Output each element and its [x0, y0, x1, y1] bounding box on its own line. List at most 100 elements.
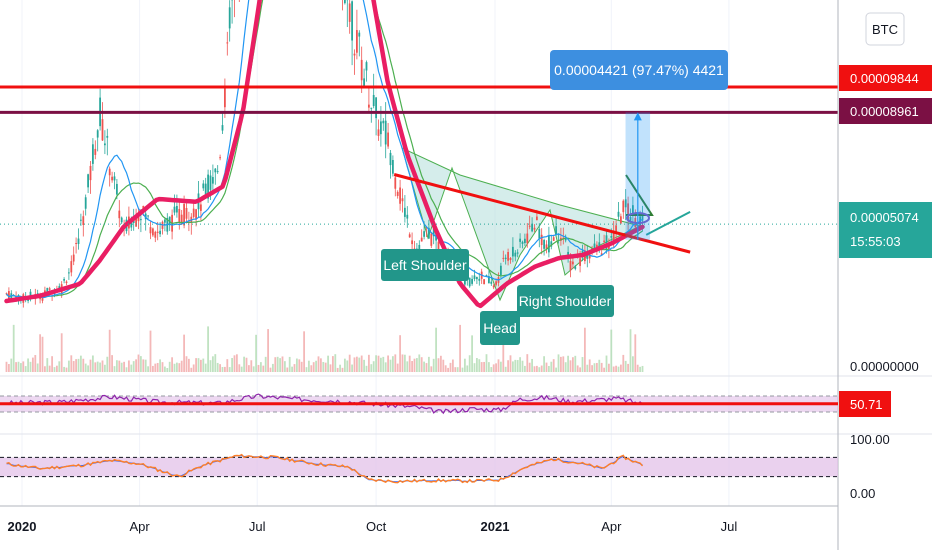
ma-fast-blue-line: [6, 0, 643, 299]
candle-body: [363, 78, 365, 87]
volume-bar: [240, 366, 243, 372]
volume-bar: [235, 354, 238, 372]
volume-bar: [190, 367, 193, 372]
volume-bar: [379, 357, 382, 372]
volume-bar: [391, 356, 394, 372]
candle-body: [65, 281, 68, 283]
candle-body: [499, 265, 502, 276]
candle-body: [370, 107, 373, 109]
candle-body: [516, 252, 519, 254]
candle-body: [365, 62, 368, 71]
volume-bar: [55, 365, 58, 372]
candle-body: [394, 177, 397, 189]
volume-bar: [514, 359, 517, 372]
measure-label-box[interactable]: 0.00004421 (97.47%) 4421: [550, 50, 728, 90]
volume-bar: [451, 359, 454, 372]
volume-bar: [99, 362, 101, 372]
volume-bar: [399, 335, 401, 372]
candle-body: [144, 213, 147, 220]
candle-body: [175, 205, 178, 213]
volume-bar: [293, 364, 296, 372]
candle-body: [106, 135, 109, 138]
annotation-left-shoulder[interactable]: Left Shoulder: [381, 249, 469, 281]
volume-bar: [473, 363, 476, 372]
volume-bar: [19, 363, 22, 372]
volume-bar: [108, 329, 111, 372]
volume-bar: [353, 357, 356, 372]
price-tag-countdown-text: 15:55:03: [850, 234, 901, 249]
rising-trendline[interactable]: [645, 210, 691, 236]
price-tag-current: 0.00005074 15:55:03: [839, 202, 932, 258]
volume-bar: [257, 364, 260, 372]
candle-body: [543, 239, 545, 249]
volume-bar: [130, 364, 133, 372]
volume-bar: [552, 359, 555, 372]
volume-bar: [106, 356, 109, 372]
volume-bar: [610, 329, 613, 372]
measure-label-text: 0.00004421 (97.47%) 4421: [554, 62, 724, 78]
volume-bar: [502, 335, 505, 372]
volume-bar: [315, 360, 317, 372]
volume-bar: [382, 356, 385, 372]
candle-body: [358, 32, 361, 37]
volume-bar: [219, 364, 221, 372]
candle-body: [384, 120, 387, 145]
candle-body: [471, 278, 473, 284]
candle-body: [387, 132, 389, 147]
price-axis[interactable]: BTC 0.00009844 0.00008961 0.00005074 15:…: [839, 12, 932, 501]
annotation-head[interactable]: Head: [480, 311, 520, 345]
volume-bar: [137, 354, 140, 372]
symbol-badge[interactable]: BTC: [865, 12, 905, 46]
candle-body: [391, 160, 394, 174]
volume-bar: [233, 355, 236, 372]
volume-bar: [281, 356, 284, 372]
volume-bar: [168, 361, 171, 372]
candle-body: [377, 129, 380, 136]
volume-bar: [411, 361, 413, 372]
candle-body: [403, 207, 406, 217]
volume-bar: [77, 358, 80, 372]
stochastic-pane[interactable]: [0, 453, 838, 484]
volume-bar: [101, 360, 104, 372]
candle-body: [504, 257, 507, 260]
candle-body: [401, 198, 404, 202]
wedge-lines[interactable]: [625, 174, 654, 216]
candle-body: [610, 236, 613, 238]
rsi-pane[interactable]: [0, 393, 838, 415]
candle-body: [216, 171, 219, 173]
candle-body: [375, 97, 377, 119]
volume-bar: [617, 366, 620, 372]
volume-bar: [202, 358, 205, 372]
volume-bar: [358, 357, 361, 372]
candle-body: [567, 251, 569, 255]
candle-body: [82, 216, 85, 225]
annotation-left-shoulder-label: Left Shoulder: [383, 257, 467, 273]
volume-bar: [82, 358, 85, 372]
volume-bar: [360, 355, 363, 372]
volume-bar: [245, 357, 248, 372]
volume-bar: [615, 365, 617, 372]
volume-bar: [555, 367, 557, 372]
candle-body: [396, 191, 399, 196]
volume-bar: [120, 362, 123, 372]
candle-body: [411, 240, 413, 245]
volume-bar: [521, 360, 524, 372]
volume-bar: [84, 363, 87, 372]
time-axis[interactable]: 2020 Apr Jul Oct 2021 Apr Jul: [8, 519, 738, 534]
annotation-right-shoulder[interactable]: Right Shoulder: [517, 285, 614, 317]
volume-bar: [343, 358, 346, 372]
candle-body: [228, 7, 231, 29]
candle-body: [151, 228, 154, 236]
candle-body: [89, 165, 92, 181]
volume-bar: [372, 361, 375, 372]
volume-bar: [264, 356, 267, 372]
volume-bar: [163, 366, 166, 372]
volume-bar: [10, 358, 13, 372]
volume-bar: [111, 355, 113, 372]
volume-bar: [51, 356, 53, 372]
volume-bar: [389, 359, 392, 372]
volume-bar: [415, 358, 418, 372]
neckline-trendline[interactable]: [393, 173, 691, 254]
volume-bar: [183, 334, 185, 372]
